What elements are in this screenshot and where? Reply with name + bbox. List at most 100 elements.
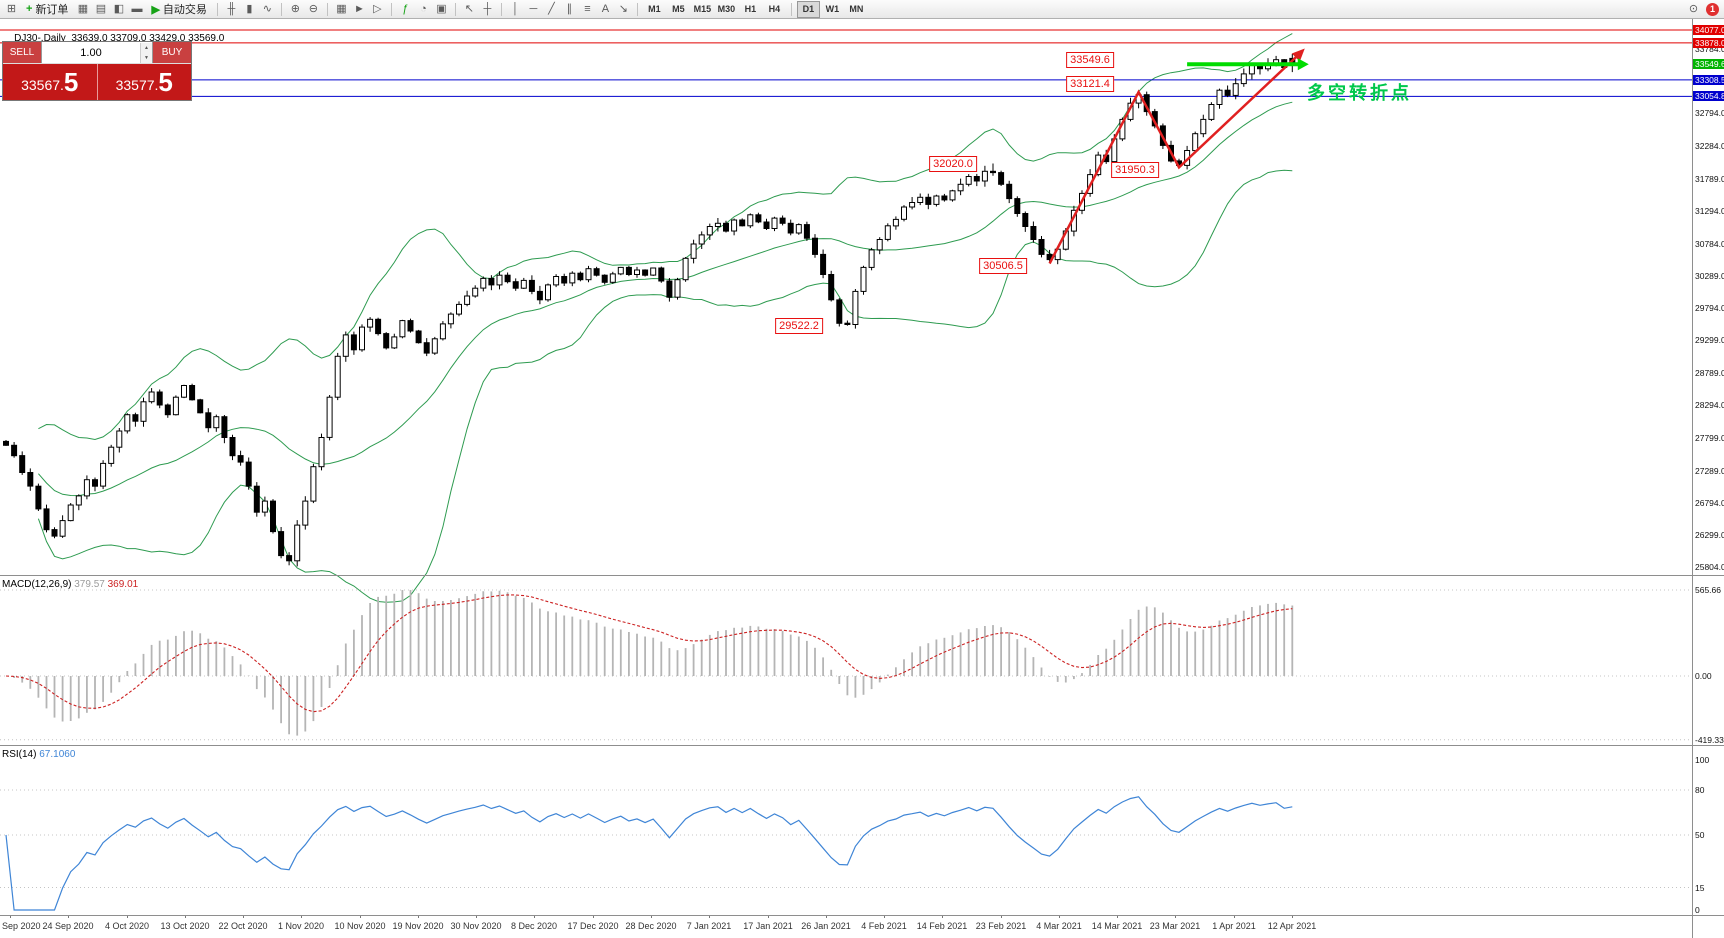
navigator-icon[interactable]: ◧ <box>113 2 125 15</box>
date-tick <box>301 915 302 918</box>
volume-spinner: ▲ ▼ <box>140 42 152 63</box>
tf-mn[interactable]: MN <box>849 3 864 14</box>
channel-icon[interactable]: ∥ <box>566 2 573 15</box>
price-label-annotation[interactable]: 29522.2 <box>775 318 823 334</box>
scale-label: 100 <box>1695 755 1710 765</box>
macd-panel-separator[interactable] <box>0 575 1724 576</box>
resistance-arrow-line[interactable] <box>1187 58 1309 71</box>
indicators-icon[interactable]: ƒ <box>402 2 409 15</box>
time-scale[interactable]: Sep 2020 24 Sep 2020 4 Oct 2020 13 Oct 2020… <box>0 915 1692 938</box>
new-order-button[interactable]: + 新订单 <box>21 1 73 17</box>
tf-m15[interactable]: M15 <box>693 3 712 14</box>
trendline-icon[interactable]: ╱ <box>548 2 555 15</box>
date-label: 17 Jan 2021 <box>743 921 793 931</box>
scale-label: 31789.0 <box>1695 173 1724 184</box>
candlestick-chart-icon[interactable]: ▮ <box>246 2 253 15</box>
chart-title: DJ30-,Daily 33639.0 33709.0 33429.0 3356… <box>3 22 224 55</box>
price-tag: 33308.5 <box>1693 74 1724 85</box>
toolbar-separator <box>454 2 456 16</box>
price-scale[interactable]: 33784.0 32794.0 32284.0 31789.0 31294.0 30784… <box>1692 19 1724 938</box>
date-tick <box>418 915 419 918</box>
rsi-panel-separator[interactable] <box>0 745 1724 746</box>
macd-main-value: 379.57 <box>74 579 105 590</box>
date-tick <box>942 915 943 918</box>
volume-up-button[interactable]: ▲ <box>141 42 152 53</box>
trend-zigzag-line[interactable] <box>1048 48 1305 265</box>
tf-m1[interactable]: M1 <box>648 3 661 14</box>
tf-h4[interactable]: H4 <box>768 3 781 14</box>
price-label-annotation[interactable]: 33549.6 <box>1066 52 1114 68</box>
tf-h1[interactable]: H1 <box>744 3 757 14</box>
line-chart-icon[interactable]: ∿ <box>262 2 273 15</box>
text-label-icon[interactable]: A <box>601 2 610 15</box>
search-icon[interactable]: ⊙ <box>1688 2 1699 15</box>
price-label-annotation[interactable]: 33121.4 <box>1066 76 1114 92</box>
autotrading-button[interactable]: ▶ 自动交易 <box>146 1 211 17</box>
new-order-icon: + <box>26 3 33 15</box>
date-label: 4 Oct 2020 <box>104 921 150 931</box>
toolbar-right-group: ⊙ 1 <box>1685 2 1721 17</box>
date-tick <box>651 915 652 918</box>
vertical-line-icon[interactable]: │ <box>511 2 519 15</box>
profiles-icon[interactable]: ▦ <box>77 2 89 15</box>
chart-shift-icon[interactable]: ▷ <box>373 2 382 15</box>
horizontal-price-lines[interactable] <box>0 29 1692 97</box>
date-label: 8 Dec 2020 <box>510 921 558 931</box>
tf-m30[interactable]: M30 <box>717 3 736 14</box>
notification-badge[interactable]: 1 <box>1706 2 1719 16</box>
tf-d1[interactable]: D1 <box>796 0 820 18</box>
volume-value[interactable]: 1.00 <box>80 46 102 59</box>
toolbar-button-label: 新订单 <box>35 4 69 16</box>
auto-scroll-icon[interactable]: ► <box>353 2 365 15</box>
price-label-annotation[interactable]: 30506.5 <box>979 258 1027 274</box>
bar-chart-icon[interactable]: ╫ <box>227 2 236 15</box>
date-label: 23 Feb 2021 <box>975 921 1027 931</box>
macd-histogram <box>13 590 1294 736</box>
volume-field[interactable]: 1.00 ▲ ▼ <box>41 42 153 63</box>
chart-canvas[interactable] <box>0 19 1692 938</box>
terminal-icon[interactable]: ▬ <box>131 2 143 15</box>
price-tag: 33054.8 <box>1693 91 1724 102</box>
tf-w1[interactable]: W1 <box>825 3 840 14</box>
volume-down-button[interactable]: ▼ <box>141 52 152 63</box>
crosshair-icon[interactable]: ┼ <box>483 2 492 15</box>
scale-label: 30784.0 <box>1695 238 1724 249</box>
market-watch-icon[interactable]: ▤ <box>95 2 107 15</box>
date-label: 19 Nov 2020 <box>392 921 444 931</box>
date-tick <box>68 915 69 918</box>
price-label-annotation[interactable]: 32020.0 <box>929 156 977 172</box>
date-label: 26 Jan 2021 <box>801 921 851 931</box>
scale-label: 29794.0 <box>1695 303 1724 313</box>
scale-label: 27289.0 <box>1695 465 1724 476</box>
toolbar-separator <box>636 2 638 16</box>
clock-icon[interactable]: ◔ <box>420 2 427 15</box>
templates-icon[interactable]: ▣ <box>436 2 447 15</box>
scale-label: 0 <box>1695 905 1700 915</box>
cursor-icon[interactable]: ↖ <box>464 2 475 15</box>
sell-button[interactable]: SELL <box>3 42 41 63</box>
date-label: 28 Dec 2020 <box>625 921 677 931</box>
toolbar-separator <box>500 2 502 16</box>
date-label: 30 Nov 2020 <box>450 921 502 931</box>
fibonacci-icon[interactable]: ≡ <box>584 2 591 15</box>
macd-signal-line <box>5 594 1293 713</box>
buy-price[interactable]: 33577. 5 <box>98 64 192 100</box>
date-tick <box>10 915 11 918</box>
scale-label: 26299.0 <box>1695 529 1724 540</box>
zoom-in-icon[interactable]: ⊕ <box>290 2 301 15</box>
one-click-trading-panel: SELL 1.00 ▲ ▼ BUY 33567. 5 33577. 5 <box>2 41 192 101</box>
tf-m5[interactable]: M5 <box>672 3 685 14</box>
price-tag: 34077.0 <box>1693 25 1724 35</box>
sell-price[interactable]: 33567. 5 <box>3 64 98 100</box>
arrow-object-icon[interactable]: ↘ <box>618 2 629 15</box>
sell-price-pip: 5 <box>63 67 79 97</box>
horizontal-line-icon[interactable]: ─ <box>529 2 538 15</box>
price-label-annotation[interactable]: 31950.3 <box>1111 162 1159 178</box>
tile-windows-icon[interactable]: ▦ <box>336 2 347 15</box>
price-tag: 33878.0 <box>1693 37 1724 48</box>
buy-button[interactable]: BUY <box>153 42 191 63</box>
new-chart-icon[interactable]: ⊞ <box>6 2 17 15</box>
zoom-out-icon[interactable]: ⊖ <box>308 2 319 15</box>
trade-prices-row: 33567. 5 33577. 5 <box>3 63 191 100</box>
scale-label: 26794.0 <box>1695 497 1724 508</box>
